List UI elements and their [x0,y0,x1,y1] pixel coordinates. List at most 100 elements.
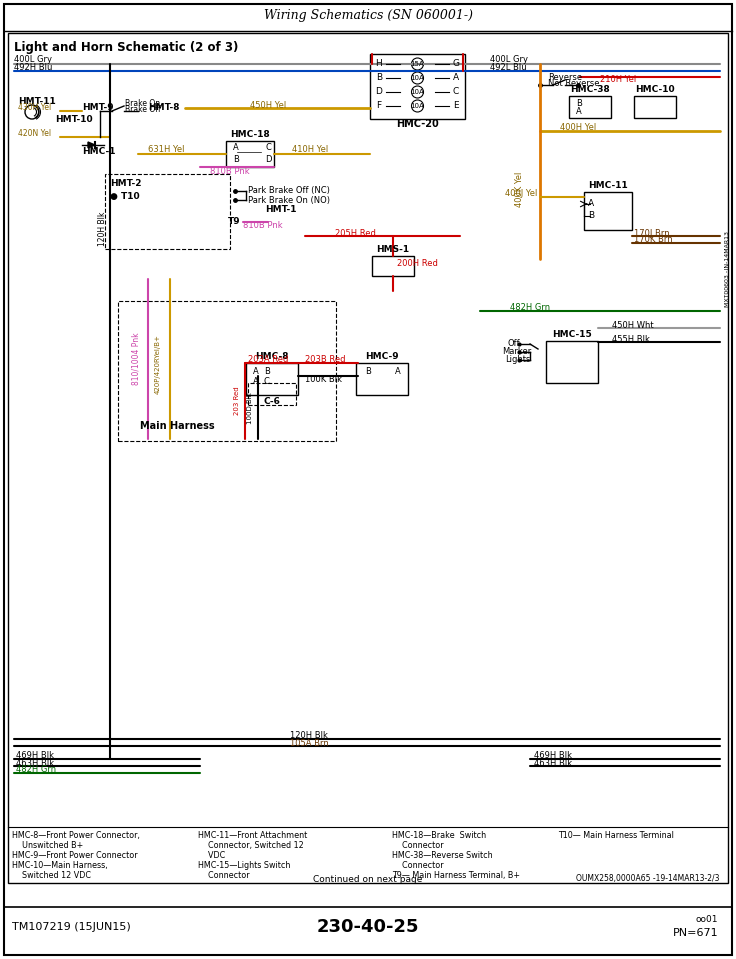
Text: 463H Blk: 463H Blk [16,759,54,767]
Text: A: A [233,144,238,152]
Text: HMC-20: HMC-20 [396,119,439,129]
Text: 455H Blk: 455H Blk [612,335,650,343]
Text: HMT-8: HMT-8 [148,104,180,112]
Text: D: D [265,154,272,163]
Text: 400L Gry: 400L Gry [490,56,528,64]
Text: PN=671: PN=671 [673,928,718,938]
Text: E: E [453,102,459,110]
Text: 492H Blu: 492H Blu [14,62,52,72]
Text: Lights: Lights [505,356,531,364]
Text: 810B Pnk: 810B Pnk [210,167,250,175]
Text: 210H Yel: 210H Yel [600,76,636,84]
Bar [226,141,274,167]
Text: Connector: Connector [198,871,250,880]
Text: 469H Blk: 469H Blk [16,752,54,760]
Bar [356,363,408,395]
Text: 15A: 15A [411,61,425,67]
Text: 170J Brn: 170J Brn [634,228,670,238]
Text: HMC-11: HMC-11 [588,181,628,190]
Text: oo01: oo01 [696,915,718,924]
Bar [248,383,296,405]
Text: A: A [453,74,459,82]
Text: Brake Off: Brake Off [125,105,160,114]
Text: 100D Blk: 100D Blk [247,392,253,424]
Text: T9— Main Harness Terminal, B+: T9— Main Harness Terminal, B+ [392,871,520,880]
Text: Park Brake On (NO): Park Brake On (NO) [248,196,330,204]
Text: Reverse: Reverse [548,73,582,82]
Text: 400K Yel: 400K Yel [515,172,524,207]
Text: Brake On: Brake On [125,99,160,107]
Text: HMT-9: HMT-9 [82,104,113,112]
Text: 482H Grn: 482H Grn [16,765,56,775]
Text: 810/1004 Pnk: 810/1004 Pnk [132,333,141,386]
Text: HMC-18: HMC-18 [230,130,270,139]
Text: F: F [376,102,381,110]
Text: 631H Yel: 631H Yel [148,146,185,154]
Text: Connector: Connector [392,861,444,870]
Text: HMC-38—Reverse Switch: HMC-38—Reverse Switch [392,851,492,860]
Text: A: A [395,367,400,377]
Text: 10A: 10A [411,75,425,81]
Text: HMT-10: HMT-10 [55,115,93,125]
Text: 200H Red: 200H Red [397,260,438,269]
Text: 400L Gry: 400L Gry [14,56,52,64]
Bar [8,33,728,883]
Text: 810B Pnk: 810B Pnk [243,222,283,230]
Text: HMT-11: HMT-11 [18,97,56,105]
Text: 170K Brn: 170K Brn [634,236,673,245]
Text: 230-40-25: 230-40-25 [316,918,420,936]
Text: T9: T9 [228,218,241,226]
Text: 100K Blk: 100K Blk [305,376,342,385]
Text: B: B [588,212,594,221]
Text: 120H Blk: 120H Blk [98,212,107,246]
Text: 203B Red: 203B Red [305,356,345,364]
Text: 10A: 10A [411,89,425,95]
Text: H: H [375,59,383,68]
Text: HMC-15: HMC-15 [552,330,592,339]
Text: C: C [264,378,270,386]
Text: 482H Grn: 482H Grn [510,303,550,313]
Text: HMC-18—Brake  Switch: HMC-18—Brake Switch [392,831,486,840]
Text: 120H Blk: 120H Blk [290,732,328,740]
Text: 463H Blk: 463H Blk [534,759,572,767]
Text: Park Brake Off (NC): Park Brake Off (NC) [248,186,330,196]
Text: G: G [453,59,459,68]
Text: Connector: Connector [392,841,444,850]
Text: A: A [576,106,581,115]
Text: VDC: VDC [198,851,225,860]
Bar [246,363,298,395]
Text: HMS-1: HMS-1 [376,245,409,254]
Text: ● T10: ● T10 [110,192,140,200]
Bar [105,174,230,249]
Text: A: A [588,199,594,208]
Text: 430H Yel: 430H Yel [18,104,52,112]
Text: 205H Red: 205H Red [335,228,376,238]
Text: HMC-9: HMC-9 [365,352,399,361]
Text: B: B [233,154,239,163]
Bar [372,256,414,276]
Text: 203 Red: 203 Red [234,386,240,415]
Text: A: A [253,367,259,377]
Bar [370,54,465,119]
Text: HMC-38: HMC-38 [570,85,610,94]
Text: MXT00603 -JN-14MAR13: MXT00603 -JN-14MAR13 [724,231,729,307]
Text: Switched 12 VDC: Switched 12 VDC [12,871,91,880]
Text: Not Reverse: Not Reverse [548,80,600,88]
Polygon shape [88,142,95,148]
Text: OUMX258,0000A65 -19-14MAR13-2/3: OUMX258,0000A65 -19-14MAR13-2/3 [576,875,720,883]
Text: HMC-10—Main Harness,: HMC-10—Main Harness, [12,861,107,870]
Text: Off: Off [508,339,520,348]
Text: C: C [453,87,459,97]
Text: TM107219 (15JUN15): TM107219 (15JUN15) [12,922,131,932]
Text: HMC-8—Front Power Connector,: HMC-8—Front Power Connector, [12,831,140,840]
Text: 420N Yel: 420N Yel [18,129,51,137]
Text: 203A Red: 203A Red [248,356,289,364]
Bar [569,96,611,118]
Text: 400H Yel: 400H Yel [560,123,596,131]
Text: Light and Horn Schematic (2 of 3): Light and Horn Schematic (2 of 3) [14,40,238,54]
Text: Wiring Schematics (SN 060001-): Wiring Schematics (SN 060001-) [263,10,473,22]
Text: Marker: Marker [502,347,531,357]
Text: B: B [376,74,382,82]
Bar [634,96,676,118]
Text: C: C [265,144,271,152]
